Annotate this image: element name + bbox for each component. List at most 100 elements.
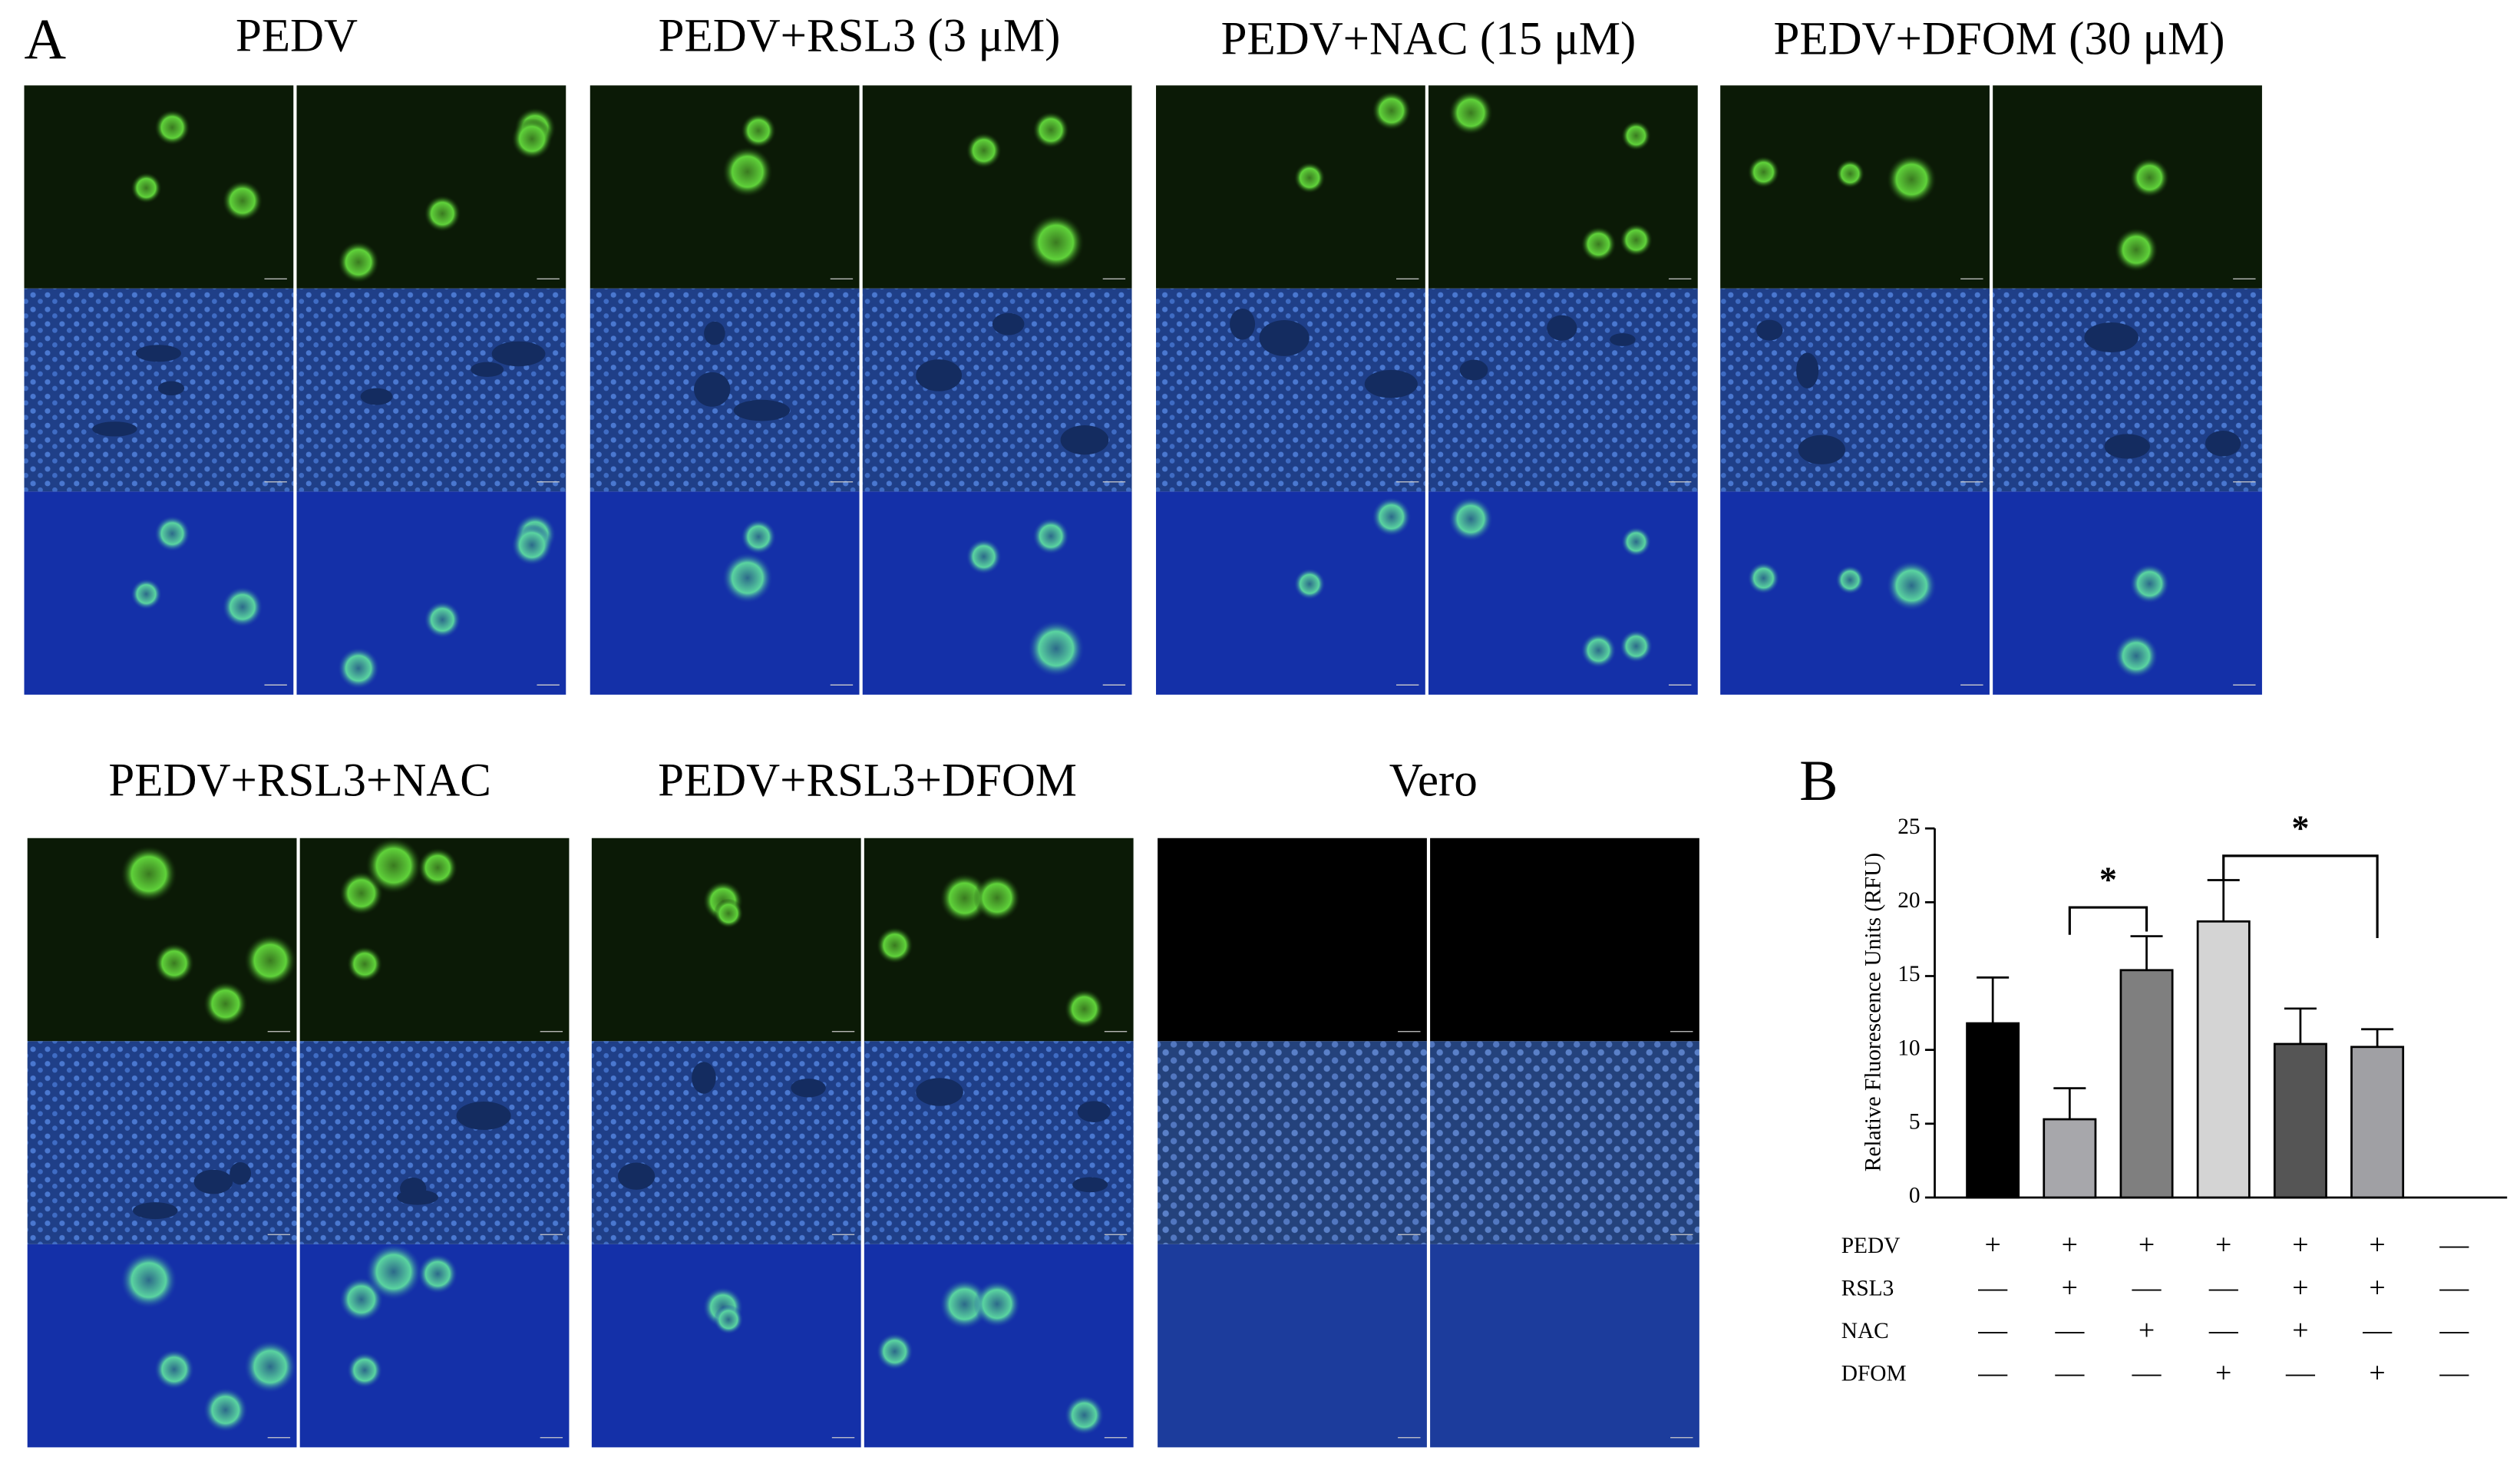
y-tick-label: 0 <box>1909 1184 1921 1208</box>
fluorescent-focus <box>243 1340 297 1393</box>
micrograph-dapi <box>1430 1041 1699 1244</box>
fluorescent-focus <box>511 118 553 160</box>
fluorescent-focus <box>876 1333 913 1370</box>
bar <box>1966 1022 2020 1199</box>
fluorescent-focus <box>722 552 774 604</box>
cell-gap <box>1755 319 1783 341</box>
y-tick-label: 15 <box>1897 962 1920 986</box>
cell-gap <box>92 421 137 437</box>
fluorescent-focus <box>1372 91 1412 131</box>
panel-label: B <box>1799 749 1838 813</box>
y-tick-label: 20 <box>1897 888 1920 913</box>
condition-sign: + <box>2369 1357 2385 1389</box>
condition-sign: — <box>1977 1357 2008 1389</box>
micrograph-dapi <box>1993 288 2262 492</box>
micrograph-dapi <box>864 1041 1134 1244</box>
cell-gap <box>791 1079 826 1098</box>
cell-gap <box>135 345 182 362</box>
fluorescent-focus <box>973 874 1021 922</box>
fluorescent-focus <box>2129 157 2170 198</box>
cell-gap <box>1230 308 1256 340</box>
fluorescent-focus <box>154 515 190 552</box>
cell-gap <box>916 1078 963 1106</box>
fluorescent-focus <box>203 1387 248 1432</box>
cell-gap <box>733 399 791 421</box>
cell-gap <box>471 362 504 378</box>
fluorescent-focus <box>1835 159 1865 189</box>
micrograph-dapi <box>591 1041 861 1244</box>
fluorescent-focus <box>365 837 422 894</box>
fluorescent-focus <box>1032 517 1070 555</box>
fluorescent-focus <box>1619 223 1653 257</box>
fluorescent-focus <box>154 1349 195 1390</box>
fluorescent-focus <box>243 933 297 987</box>
condition-sign: — <box>2285 1357 2316 1389</box>
bar <box>2119 969 2174 1199</box>
fluorescent-focus <box>722 146 774 197</box>
condition-sign: — <box>2132 1271 2162 1303</box>
fluorescent-focus <box>1372 497 1412 537</box>
micrograph-green <box>590 85 860 289</box>
fluorescent-focus <box>203 981 248 1026</box>
cell-gap <box>704 321 725 345</box>
condition-name: NAC <box>1841 1319 1889 1343</box>
condition-sign: — <box>2439 1271 2469 1303</box>
condition-sign: — <box>2054 1357 2085 1389</box>
condition-name: RSL3 <box>1841 1276 1894 1300</box>
cell-gap <box>1060 425 1109 455</box>
fluorescent-focus <box>365 1243 422 1300</box>
fluorescent-focus <box>120 1251 178 1309</box>
micrograph-merge <box>1158 1244 1427 1448</box>
micrograph-dapi <box>299 1041 570 1244</box>
fluorescent-focus <box>130 172 162 204</box>
cell-gap <box>1796 352 1819 388</box>
cell-gap <box>992 312 1025 335</box>
cell-gap <box>193 1169 233 1194</box>
fluorescent-focus <box>222 586 263 628</box>
condition-sign: — <box>1977 1314 2008 1346</box>
condition-sign: + <box>2139 1314 2155 1346</box>
fluorescent-focus <box>154 109 190 146</box>
group-title: PEDV+RSL3+DFOM <box>658 755 1077 806</box>
fluorescent-focus <box>424 601 461 639</box>
fluorescent-focus <box>1064 1395 1105 1436</box>
cell-gap <box>2104 434 2150 459</box>
micrograph-dapi <box>1158 1041 1427 1244</box>
fluorescent-focus <box>1032 111 1070 149</box>
fluorescent-focus <box>346 946 383 983</box>
fluorescent-focus <box>1620 121 1652 151</box>
micrograph-green <box>862 85 1132 289</box>
fluorescent-focus <box>120 845 178 903</box>
fluorescent-focus <box>713 1304 744 1335</box>
bar <box>2196 920 2251 1199</box>
fluorescent-focus <box>1747 562 1780 595</box>
cell-gap <box>1072 1177 1108 1193</box>
condition-sign: — <box>2362 1314 2393 1346</box>
group-title: PEDV+RSL3+NAC <box>108 755 490 806</box>
cell-gap <box>1259 319 1310 356</box>
cell-gap <box>157 381 185 396</box>
cell-gap <box>133 1202 178 1220</box>
cell-gap <box>1364 369 1418 398</box>
condition-sign: + <box>2369 1271 2385 1303</box>
bar <box>2043 1118 2097 1199</box>
micrograph-merge <box>1430 1244 1699 1448</box>
cell-gap <box>1459 359 1488 381</box>
fluorescent-focus <box>740 519 777 555</box>
fluorescent-focus <box>1027 619 1085 678</box>
fluorescent-focus <box>1580 226 1617 263</box>
condition-sign: — <box>2208 1314 2239 1346</box>
cell-gap <box>2084 322 2139 353</box>
cell-gap <box>456 1101 511 1130</box>
fluorescent-focus <box>2114 227 2158 273</box>
fluorescent-focus <box>1886 560 1937 611</box>
bar <box>2273 1042 2327 1199</box>
y-tick-label: 5 <box>1909 1110 1921 1135</box>
condition-sign: — <box>2439 1229 2469 1261</box>
fluorescent-focus <box>1620 527 1652 557</box>
condition-sign: — <box>2439 1357 2469 1389</box>
group-title: Vero <box>1389 755 1478 806</box>
condition-name: DFOM <box>1841 1362 1907 1386</box>
